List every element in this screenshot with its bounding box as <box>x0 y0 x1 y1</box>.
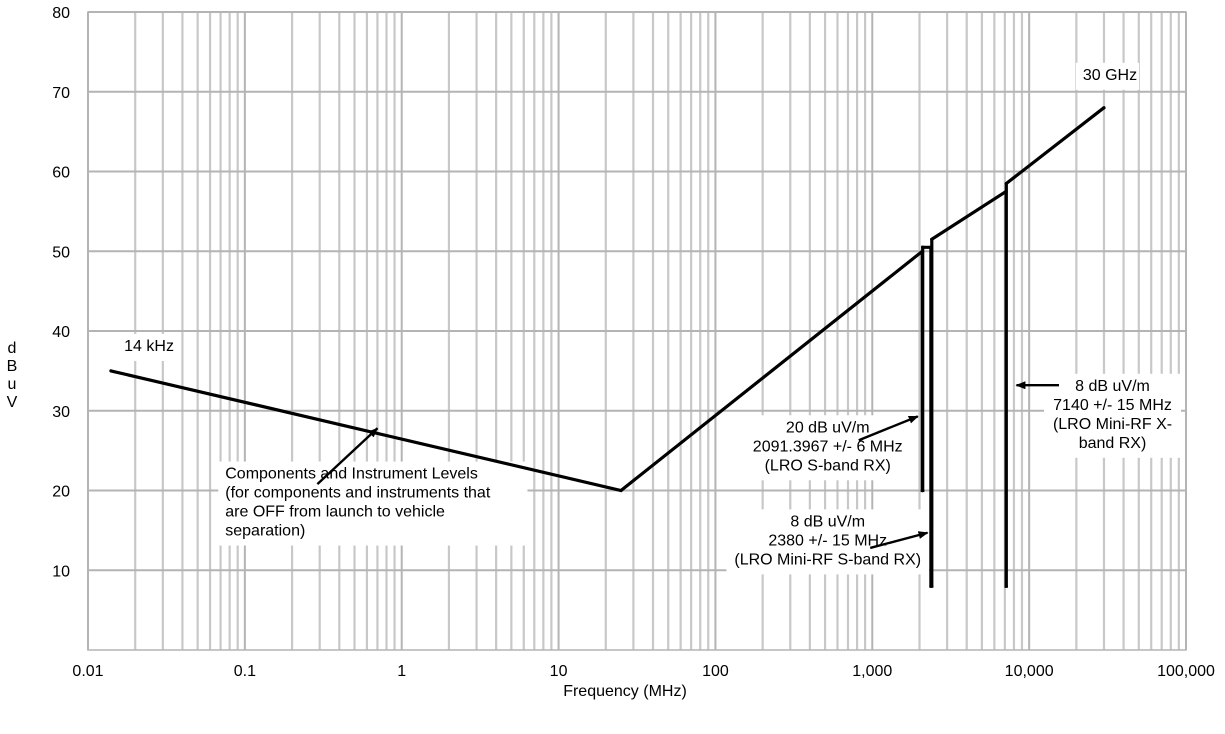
y-tick-label: 10 <box>52 563 70 580</box>
x-tick-label: 0.01 <box>72 663 103 680</box>
y-tick-label: 20 <box>52 484 70 501</box>
y-axis-label-letter: V <box>7 394 18 411</box>
annotation-background <box>742 415 913 481</box>
annotation-text: 7140 +/- 15 MHz <box>1053 397 1172 414</box>
x-tick-label: 1,000 <box>852 663 892 680</box>
y-tick-label: 80 <box>52 5 70 22</box>
y-tick-label: 70 <box>52 85 70 102</box>
annotation-text: 8 dB uV/m <box>790 513 865 530</box>
data-point <box>1004 584 1008 588</box>
annotation-background <box>1075 62 1140 90</box>
y-tick-label: 50 <box>52 244 70 261</box>
annotation-arrow <box>316 427 379 485</box>
annotation-text: (LRO Mini-RF S-band RX) <box>734 551 921 568</box>
data-point <box>930 237 934 241</box>
data-point <box>929 245 933 249</box>
y-axis-label-letter: u <box>8 376 17 393</box>
annotation-background <box>1044 373 1182 458</box>
data-point <box>1004 189 1008 194</box>
annotation-arrows <box>316 381 1059 550</box>
annotation-texts: 14 kHz 30 GHz Components and Instrument Le… <box>124 67 1172 569</box>
annotation-text: are OFF from launch to vehicle <box>225 504 445 521</box>
x-axis-label: Frequency (MHz) <box>563 683 687 700</box>
data-point <box>921 245 925 249</box>
y-axis-label-letter: d <box>8 340 17 357</box>
x-tick-label: 0.1 <box>234 663 256 680</box>
annotation-background <box>218 461 528 546</box>
annotation-arrow <box>869 531 929 550</box>
x-tick-label: 100,000 <box>1157 663 1215 680</box>
annotation-text: 14 kHz <box>124 338 174 355</box>
data-point <box>109 369 113 373</box>
data-point <box>921 488 925 493</box>
annotation-text: band RX) <box>1079 435 1147 452</box>
annotation-text: (LRO S-band RX) <box>765 457 891 474</box>
annotation-text: 20 dB uV/m <box>786 419 870 436</box>
data-point <box>619 488 623 493</box>
y-tick-label: 40 <box>52 324 70 341</box>
annotation-text: Components and Instrument Levels <box>225 466 478 483</box>
annotation-text: separation) <box>225 523 305 540</box>
annotation-background <box>117 333 181 361</box>
y-tick-label: 60 <box>52 165 70 182</box>
annotation-backgrounds <box>117 62 1182 575</box>
data-point <box>1102 106 1106 110</box>
annotation-text: (for components and instruments that <box>225 485 491 502</box>
y-axis-label-letter: B <box>7 358 18 375</box>
x-tick-label: 1 <box>397 663 406 680</box>
series-layer <box>109 106 1106 588</box>
annotation-text: 2091.3967 +/- 6 MHz <box>753 438 903 455</box>
x-axis-tick-labels: 0.01 0.1 1 10 100 1,000 10,000 100,000 <box>72 663 1215 680</box>
annotation-text: 30 GHz <box>1083 67 1137 84</box>
data-point <box>920 249 924 253</box>
annotation-text: (LRO Mini-RF X- <box>1053 416 1172 433</box>
y-tick-label: 30 <box>52 404 70 421</box>
data-point <box>1004 181 1008 186</box>
annotation-text: 2380 +/- 15 MHz <box>768 532 887 549</box>
annotation-arrow <box>858 415 919 442</box>
data-point <box>930 584 934 588</box>
x-tick-label: 10 <box>550 663 568 680</box>
annotation-text: 8 dB uV/m <box>1075 378 1150 395</box>
plot-border <box>87 11 1187 651</box>
y-axis-tick-labels: 10 20 30 40 50 60 70 80 <box>52 5 70 580</box>
x-tick-label: 10,000 <box>1005 663 1054 680</box>
x-tick-label: 100 <box>702 663 729 680</box>
